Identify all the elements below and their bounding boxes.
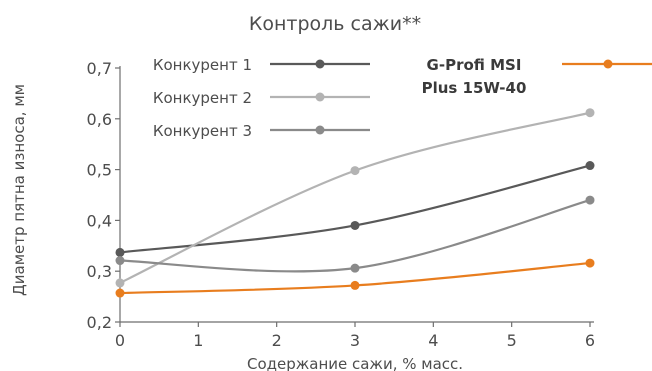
data-point [585, 258, 595, 268]
y-tick-label: 0,6 [87, 110, 112, 129]
x-tick-label: 4 [428, 331, 438, 350]
data-point [585, 108, 595, 118]
x-tick-label: 1 [193, 331, 203, 350]
x-tick-label: 2 [272, 331, 282, 350]
y-tick-label: 0,4 [87, 211, 112, 230]
legend: Конкурент 1 Конкурент 2 Конкурент 3 G-Profi… [153, 56, 652, 140]
legend-marker [603, 59, 613, 69]
y-tick-label: 0,5 [87, 161, 112, 180]
series-line-1 [119, 164, 591, 254]
data-point [115, 288, 125, 298]
data-point [350, 166, 360, 176]
legend-label: Конкурент 3 [153, 122, 252, 140]
x-tick-label: 0 [115, 331, 125, 350]
legend-marker [315, 92, 325, 102]
data-point [115, 247, 125, 257]
series-line-3 [119, 199, 591, 273]
data-point [585, 195, 595, 205]
legend-label: Plus 15W-40 [422, 79, 527, 97]
y-axis-label: Диаметр пятна износа, мм [10, 84, 28, 296]
legend-label: Конкурент 1 [153, 56, 252, 74]
chart-title: Контроль сажи** [249, 13, 421, 35]
x-tick-label: 5 [507, 331, 517, 350]
legend-label: Конкурент 2 [153, 89, 252, 107]
x-tick-label: 3 [350, 331, 360, 350]
x-tick-label: 6 [585, 331, 595, 350]
legend-marker [315, 59, 325, 69]
y-tick-label: 0,2 [87, 313, 112, 332]
legend-label: G-Profi MSI [427, 56, 522, 74]
data-point [585, 161, 595, 171]
data-point [350, 220, 360, 230]
data-point [115, 256, 125, 266]
data-point [350, 280, 360, 290]
data-point [115, 278, 125, 288]
data-point [350, 263, 360, 273]
y-tick-label: 0,3 [87, 262, 112, 281]
legend-marker [315, 125, 325, 135]
series-layer [115, 108, 595, 298]
x-axis-label: Содержание сажи, % масс. [247, 355, 463, 371]
y-tick-label: 0,7 [87, 59, 112, 78]
axes: 0,2 0,3 0,4 0,5 0,6 0,7 0 1 2 3 4 5 6 [87, 59, 596, 350]
